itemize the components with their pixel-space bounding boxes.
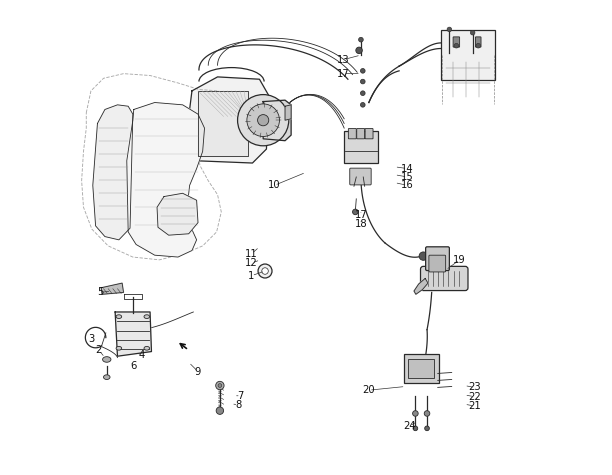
Text: 23: 23	[468, 382, 481, 392]
FancyBboxPatch shape	[404, 354, 439, 383]
Circle shape	[216, 407, 223, 414]
Circle shape	[247, 104, 280, 136]
Text: 3: 3	[88, 334, 94, 344]
FancyBboxPatch shape	[349, 168, 371, 185]
Circle shape	[218, 384, 222, 388]
Circle shape	[360, 103, 365, 107]
Text: 11: 11	[245, 249, 258, 259]
FancyBboxPatch shape	[408, 360, 435, 378]
Ellipse shape	[116, 315, 122, 319]
FancyBboxPatch shape	[453, 37, 460, 47]
Circle shape	[454, 43, 458, 48]
Ellipse shape	[144, 346, 149, 350]
Polygon shape	[263, 100, 291, 141]
Circle shape	[476, 43, 480, 48]
Text: 17: 17	[337, 69, 349, 79]
Circle shape	[425, 426, 430, 431]
Ellipse shape	[116, 346, 122, 350]
FancyBboxPatch shape	[344, 131, 378, 163]
Text: 4: 4	[139, 350, 145, 360]
Text: 9: 9	[195, 367, 201, 377]
Text: 18: 18	[354, 219, 367, 229]
Circle shape	[360, 68, 365, 73]
Circle shape	[360, 91, 365, 95]
Text: 2: 2	[95, 345, 102, 355]
FancyBboxPatch shape	[365, 129, 373, 139]
Text: 12: 12	[245, 258, 258, 268]
Polygon shape	[157, 193, 198, 235]
Circle shape	[258, 114, 269, 126]
Text: 1: 1	[248, 271, 255, 281]
Text: 8: 8	[236, 400, 242, 410]
Text: 22: 22	[468, 392, 481, 402]
FancyBboxPatch shape	[441, 29, 494, 80]
Polygon shape	[285, 105, 291, 120]
Polygon shape	[93, 105, 133, 240]
Circle shape	[258, 264, 272, 278]
Text: 13: 13	[337, 55, 349, 65]
FancyBboxPatch shape	[420, 266, 468, 291]
Polygon shape	[185, 77, 269, 163]
Text: 5: 5	[97, 287, 103, 297]
Polygon shape	[101, 283, 124, 294]
Text: 15: 15	[401, 172, 414, 182]
Text: 24: 24	[403, 421, 416, 431]
Circle shape	[447, 27, 452, 32]
Circle shape	[237, 95, 289, 146]
Polygon shape	[414, 278, 428, 294]
Text: 16: 16	[401, 180, 414, 190]
Circle shape	[412, 411, 418, 416]
Ellipse shape	[103, 375, 110, 380]
Text: 17: 17	[354, 210, 367, 220]
Circle shape	[353, 209, 358, 215]
Circle shape	[424, 411, 430, 416]
Text: 19: 19	[453, 255, 466, 265]
Ellipse shape	[144, 315, 149, 319]
Polygon shape	[127, 103, 204, 257]
Polygon shape	[115, 312, 151, 356]
FancyBboxPatch shape	[425, 247, 449, 271]
Circle shape	[470, 30, 475, 35]
Text: 7: 7	[237, 391, 244, 401]
Circle shape	[215, 381, 224, 389]
Ellipse shape	[103, 357, 111, 362]
Text: 14: 14	[401, 163, 414, 173]
FancyBboxPatch shape	[429, 255, 446, 272]
Text: 21: 21	[468, 401, 481, 411]
Text: 10: 10	[268, 180, 281, 190]
Polygon shape	[198, 91, 248, 156]
FancyBboxPatch shape	[476, 37, 481, 47]
Text: 6: 6	[130, 361, 137, 370]
Text: 20: 20	[362, 385, 375, 395]
Circle shape	[262, 268, 268, 274]
FancyBboxPatch shape	[357, 129, 365, 139]
Circle shape	[413, 426, 418, 431]
Circle shape	[356, 47, 362, 54]
Circle shape	[419, 252, 428, 260]
FancyBboxPatch shape	[348, 129, 356, 139]
Circle shape	[360, 79, 365, 84]
Circle shape	[359, 38, 364, 42]
